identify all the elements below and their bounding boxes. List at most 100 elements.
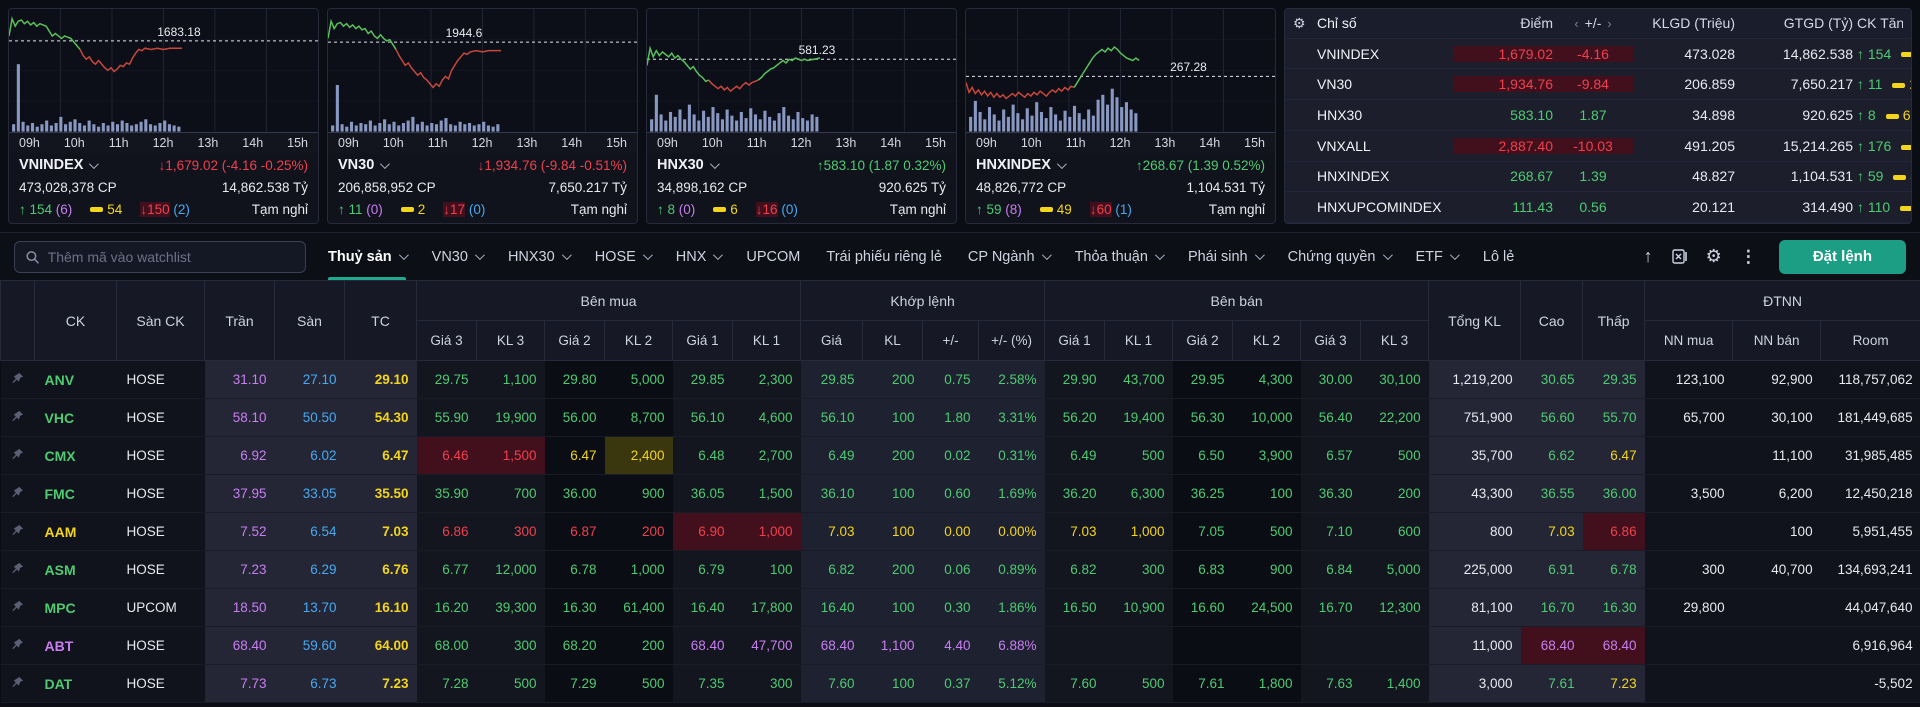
chart-panel-hnxindex: 267.28 09h 10h 11h 12h 13h 14h 15h HNXINDEX ↑268.…: [965, 8, 1276, 224]
pin-icon[interactable]: [11, 524, 24, 537]
stock-row-abt[interactable]: ABT HOSE 68.40 59.60 64.00 68.00 300 68.20 200 68…: [0, 626, 1920, 665]
stock-row-vhc[interactable]: VHC HOSE 58.10 50.50 54.30 55.90 19,900 56.00 8,…: [0, 398, 1920, 437]
symbol-selector[interactable]: HNXINDEX: [976, 157, 1067, 173]
buy-vol-2: 200: [604, 512, 673, 551]
panel-footer: VNINDEX ↓1,679.02 (-4.16 -0.25%) 473,028,3…: [9, 153, 318, 223]
unchanged: 49: [1039, 202, 1072, 217]
tab-thuỷ-sản[interactable]: Thuỷ sản: [328, 233, 409, 280]
sell-price-1: 29.90: [1044, 360, 1105, 399]
tab-lô-lẻ[interactable]: Lô lẻ: [1482, 248, 1515, 265]
unchanged: 54: [90, 202, 122, 217]
tab-hnx[interactable]: HNX: [676, 233, 724, 280]
search-icon: [26, 250, 39, 263]
tab-cp-ngành[interactable]: CP Ngành: [968, 233, 1052, 280]
tab-hnx30[interactable]: HNX30: [508, 233, 572, 280]
pin-icon[interactable]: [11, 448, 24, 461]
sell-price-3: 7.63: [1300, 664, 1361, 703]
match-vol: 100: [862, 474, 923, 513]
tab-phái-sinh[interactable]: Phái sinh: [1188, 233, 1265, 280]
index-row-hnxupcomindex[interactable]: HNXUPCOMINDEX 111.43 0.56 20.121 314.490 ↑ 11…: [1285, 192, 1911, 223]
exchange: HOSE: [116, 512, 205, 551]
buy-vol-3: 1,100: [476, 360, 545, 399]
place-order-button[interactable]: Đặt lệnh: [1778, 239, 1906, 274]
buy-vol-2: 8,700: [604, 398, 673, 437]
price-chart: 1683.18: [9, 9, 318, 132]
match-change: 0.30: [922, 588, 979, 627]
page-left-icon[interactable]: ‹: [1574, 16, 1579, 32]
match-change: 0.02: [922, 436, 979, 475]
tab-trái-phiếu-riêng-lẻ[interactable]: Trái phiếu riêng lẻ: [826, 248, 942, 265]
time-axis: 09h 10h 11h 12h 13h 14h 15h: [9, 131, 318, 153]
decliners: ↓60 (1): [1089, 201, 1132, 217]
excel-export-icon[interactable]: [1671, 248, 1688, 265]
stock-row-asm[interactable]: ASM HOSE 7.23 6.29 6.76 6.77 12,000 6.78 1,000 6.…: [0, 550, 1920, 589]
match-change: 0.37: [922, 664, 979, 703]
low-price: 6.86: [1582, 512, 1645, 551]
pin-icon[interactable]: [11, 562, 24, 575]
buy-price-1: 16.40: [672, 588, 733, 627]
pin-icon[interactable]: [11, 638, 24, 651]
sell-price-2: 7.61: [1172, 664, 1233, 703]
ceiling-price: 31.10: [204, 360, 275, 399]
ceiling-price: 6.92: [204, 436, 275, 475]
symbol-selector[interactable]: VNINDEX: [19, 157, 100, 173]
match-change-pct: 1.86%: [978, 588, 1045, 627]
ceiling-price: 7.73: [204, 664, 275, 703]
sell-price-1: [1044, 626, 1105, 665]
settings-icon[interactable]: ⚙: [1293, 14, 1306, 31]
index-quote: ↓1,679.02 (-4.16 -0.25%): [158, 157, 308, 173]
symbol-selector[interactable]: VN30: [338, 157, 391, 173]
page-right-icon[interactable]: ›: [1607, 16, 1612, 32]
up-count: ↑ 176: [1857, 137, 1892, 154]
tab-chứng-quyền[interactable]: Chứng quyền: [1288, 233, 1393, 280]
sell-vol-3: 1,400: [1360, 664, 1429, 703]
time-tick: 09h: [657, 135, 678, 150]
tab-vn30[interactable]: VN30: [432, 233, 485, 280]
watchlist-search[interactable]: [14, 240, 306, 273]
symbol-row: HNXINDEX ↑268.67 (1.39 0.52%): [976, 154, 1265, 176]
match-change: 0.00: [922, 512, 979, 551]
upload-icon[interactable]: ↑: [1643, 246, 1653, 266]
col-match-3: +/- (%): [978, 320, 1046, 361]
pin-icon[interactable]: [11, 372, 24, 385]
more-options-icon[interactable]: ⋮: [1739, 246, 1757, 266]
stock-row-dat[interactable]: DAT HOSE 7.73 6.73 7.23 7.28 500 7.29 500 7.35 300…: [0, 664, 1920, 703]
pin-icon[interactable]: [11, 410, 24, 423]
sell-vol-2: 4,300: [1232, 360, 1301, 399]
total-volume: 81,100: [1428, 588, 1521, 627]
pin-icon[interactable]: [11, 486, 24, 499]
buy-price-3: 6.86: [416, 512, 477, 551]
exchange: UPCOM: [116, 588, 205, 627]
time-tick: 10h: [1020, 135, 1042, 150]
time-tick: 12h: [152, 135, 174, 150]
stock-row-cmx[interactable]: CMX HOSE 6.92 6.02 6.47 6.46 1,500 6.47 2,400 6.4…: [0, 436, 1920, 475]
ticker-symbol: AAM: [34, 512, 117, 551]
low-price: 6.47: [1582, 436, 1645, 475]
flat-bar-icon: [1885, 113, 1899, 119]
stock-row-mpc[interactable]: MPC UPCOM 18.50 13.70 16.10 16.20 39,300 16.30 6…: [0, 588, 1920, 627]
floor-price: 6.73: [274, 664, 345, 703]
tab-hose[interactable]: HOSE: [595, 233, 653, 280]
time-tick: 11h: [108, 135, 129, 150]
symbol-selector[interactable]: HNX30: [657, 157, 720, 173]
pin-icon[interactable]: [11, 676, 24, 689]
index-point: 1,934.76: [1453, 76, 1557, 93]
tab-etf[interactable]: ETF: [1416, 233, 1460, 280]
volume-row: 473,028,378 CP 14,862.538 Tỷ: [19, 176, 308, 198]
stock-row-anv[interactable]: ANV HOSE 31.10 27.10 29.10 29.75 1,100 29.80 5,0…: [0, 360, 1920, 399]
tab-thỏa-thuận[interactable]: Thỏa thuận: [1075, 233, 1165, 280]
stock-row-fmc[interactable]: FMC HOSE 37.95 33.05 35.50 35.90 700 36.00 900 36…: [0, 474, 1920, 513]
settings-icon[interactable]: ⚙: [1705, 246, 1722, 266]
index-row-vnxall[interactable]: VNXALL 2,887.40 -10.03 491.205 15,214.265 ↑ 1…: [1285, 130, 1911, 162]
breadth-row: ↑ 11 (0) 2 ↓17 (0) Tạm nghỉ: [338, 198, 627, 220]
breadth-row: ↑ 8 (0) 6 ↓16 (0) Tạm nghỉ: [657, 198, 946, 220]
tab-upcom[interactable]: UPCOM: [746, 248, 801, 265]
pin-icon[interactable]: [11, 600, 24, 613]
high-price: 7.61: [1520, 664, 1583, 703]
search-input[interactable]: [47, 248, 295, 265]
index-row-vnindex[interactable]: VNINDEX 1,679.02 -4.16 473.028 14,862.538 ↑ 1…: [1285, 38, 1911, 70]
stock-row-aam[interactable]: AAM HOSE 7.52 6.54 7.03 6.86 300 6.87 200 6.90 1,0…: [0, 512, 1920, 551]
